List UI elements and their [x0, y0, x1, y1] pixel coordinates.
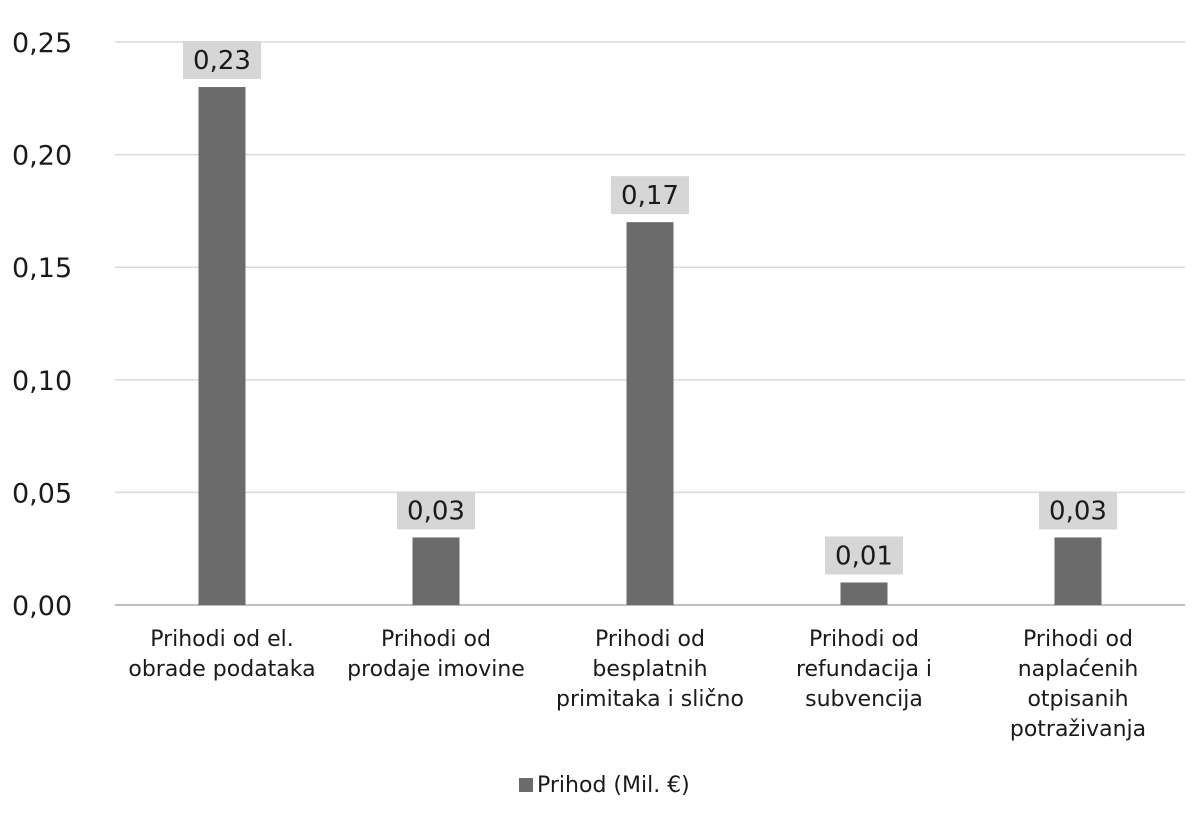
category-label-line: prodaje imovine	[347, 657, 525, 682]
bar	[626, 222, 674, 605]
y-axis-tick-labels: 0,00 0,05 0,10 0,15 0,20 0,25	[12, 28, 72, 622]
category-label-line: Prihodi od	[381, 627, 491, 652]
y-tick-label: 0,00	[12, 591, 72, 622]
category-label-line: besplatnih	[592, 657, 707, 682]
bar	[840, 582, 888, 605]
y-tick-label: 0,15	[12, 253, 72, 284]
category-label-line: subvencija	[805, 687, 923, 712]
category-label: Prihodi od naplaćenih otpisanih potraživanj…	[1010, 627, 1146, 742]
category-label-line: potraživanja	[1010, 717, 1146, 742]
category-label-line: Prihodi od	[809, 627, 919, 652]
category-label-line: obrade podataka	[128, 657, 315, 682]
category-label: Prihodi od prodaje imovine	[347, 627, 525, 682]
data-label: 0,23	[193, 46, 251, 76]
bar	[1054, 537, 1102, 605]
category-label-line: naplaćenih	[1018, 657, 1139, 682]
category-label-line: Prihodi od el.	[150, 627, 294, 652]
legend: Prihod (Mil. €)	[519, 773, 690, 798]
data-label-box	[397, 491, 475, 530]
category-label-line: primitaka i slično	[556, 687, 744, 712]
category-label: Prihodi od besplatnih primitaka i slično	[556, 627, 744, 712]
bar	[412, 537, 460, 605]
y-tick-label: 0,10	[12, 366, 72, 397]
category-label: Prihodi od refundacija i subvencija	[796, 627, 932, 712]
y-tick-label: 0,25	[12, 28, 72, 59]
category-label: Prihodi od el. obrade podataka	[128, 627, 315, 682]
y-tick-label: 0,05	[12, 478, 72, 509]
data-label: 0,01	[835, 541, 893, 571]
category-label-line: Prihodi od	[595, 627, 705, 652]
data-label: 0,17	[621, 181, 679, 211]
category-label-line: Prihodi od	[1023, 627, 1133, 652]
category-label-line: otpisanih	[1027, 687, 1128, 712]
x-axis-category-labels: Prihodi od el. obrade podataka Prihodi od p…	[128, 627, 1146, 742]
data-label-box	[825, 536, 903, 575]
data-labels: 0,23 0,03 0,17 0,01 0,03	[183, 41, 1117, 575]
data-label-box	[1039, 491, 1117, 530]
bars	[198, 87, 1102, 606]
data-label: 0,03	[1049, 496, 1107, 526]
data-label-box	[183, 41, 261, 80]
category-label-line: refundacija i	[796, 657, 932, 682]
legend-label: Prihod (Mil. €)	[537, 773, 690, 798]
y-tick-label: 0,20	[12, 141, 72, 172]
data-label-box	[611, 176, 689, 215]
bar	[198, 87, 246, 606]
data-label: 0,03	[407, 496, 465, 526]
legend-swatch	[519, 778, 533, 792]
